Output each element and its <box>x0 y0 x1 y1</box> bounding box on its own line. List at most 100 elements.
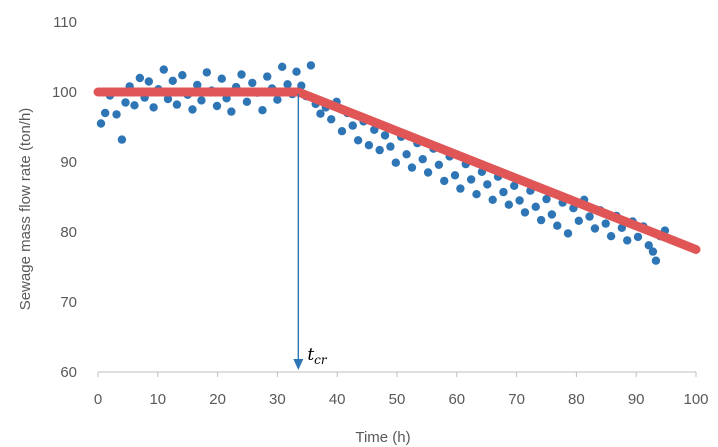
data-point <box>197 96 206 105</box>
data-point <box>563 229 573 238</box>
data-point <box>472 190 481 199</box>
data-point <box>440 176 449 186</box>
labels-layer: 0 10 20 30 40 50 60 70 80 90 100 60 70 80 90 100 110 Time… <box>17 14 709 446</box>
x-tick-label: 30 <box>269 391 286 408</box>
data-point <box>144 77 154 86</box>
data-point <box>407 163 417 172</box>
data-point <box>316 109 325 118</box>
data-point <box>418 155 427 164</box>
data-point <box>100 108 110 118</box>
data-point <box>488 195 497 204</box>
data-point <box>96 119 106 128</box>
data-point <box>364 141 374 150</box>
tcr-label-subscript: cr <box>314 353 328 367</box>
data-point <box>499 187 508 197</box>
fit-line-layer <box>93 87 701 254</box>
data-point <box>188 105 197 114</box>
data-point <box>172 100 182 109</box>
tcr-label-main: t <box>307 345 314 365</box>
data-point <box>542 194 551 204</box>
x-tick-label: 0 <box>94 391 102 408</box>
tcr-label: tcr <box>307 345 328 367</box>
x-tick-label: 10 <box>149 391 166 408</box>
data-point <box>547 210 557 219</box>
data-point <box>112 110 121 119</box>
data-point <box>135 73 145 83</box>
data-point <box>456 184 465 193</box>
data-point <box>117 135 127 144</box>
x-tick-label: 70 <box>508 391 525 408</box>
data-point <box>531 202 540 211</box>
y-tick-label: 70 <box>60 294 77 311</box>
data-point <box>375 145 384 155</box>
x-tick-label: 40 <box>329 391 346 408</box>
data-point <box>450 171 460 180</box>
critical-time-marker: tcr <box>293 94 328 370</box>
data-point <box>202 68 212 77</box>
data-point <box>633 232 643 242</box>
data-point <box>242 97 252 107</box>
data-point <box>263 72 272 81</box>
y-tick-label: 60 <box>60 364 77 381</box>
data-point <box>283 80 292 89</box>
axes-layer <box>97 371 697 377</box>
x-tick-label: 20 <box>209 391 226 408</box>
data-point <box>644 241 653 250</box>
y-tick-label: 110 <box>53 14 77 31</box>
data-point <box>590 224 600 233</box>
x-tick-label: 50 <box>389 391 406 408</box>
data-point <box>193 80 202 90</box>
fit-line <box>93 87 701 254</box>
data-point <box>273 95 282 104</box>
data-point <box>248 78 257 88</box>
y-tick-label: 90 <box>60 154 77 171</box>
data-point <box>217 74 226 83</box>
data-point <box>292 67 301 76</box>
data-point <box>536 215 546 225</box>
data-point <box>515 196 524 205</box>
data-point <box>168 76 177 86</box>
data-point <box>466 175 476 184</box>
x-tick-label: 90 <box>628 391 645 408</box>
data-point <box>391 158 401 167</box>
data-point <box>163 94 173 104</box>
data-point <box>306 61 316 70</box>
data-point <box>504 200 514 209</box>
data-point <box>237 70 246 79</box>
y-tick-label: 80 <box>60 224 77 241</box>
data-point <box>585 212 594 221</box>
data-point <box>337 127 347 136</box>
data-point <box>121 98 130 107</box>
data-point <box>178 71 187 80</box>
data-point <box>423 168 433 177</box>
data-point <box>277 62 287 71</box>
data-point <box>258 106 267 115</box>
data-point <box>130 101 139 110</box>
data-point <box>327 115 336 124</box>
x-tick-label: 60 <box>448 391 465 408</box>
x-tick-label: 80 <box>568 391 585 408</box>
data-point <box>380 131 390 140</box>
tcr-arrowhead <box>293 359 304 370</box>
data-point <box>606 232 616 241</box>
data-point <box>159 65 168 74</box>
data-point <box>149 103 158 112</box>
y-tick-label: 100 <box>52 84 77 101</box>
x-axis-title: Time (h) <box>355 429 410 446</box>
y-axis-title: Sewage mass flow rate (ton/h) <box>17 108 34 311</box>
data-point <box>353 136 363 145</box>
data-point <box>574 216 583 225</box>
data-point <box>212 101 222 111</box>
data-point <box>651 256 661 265</box>
data-point <box>623 236 632 245</box>
data-point <box>510 181 519 190</box>
data-point <box>520 208 530 217</box>
data-point <box>648 247 658 256</box>
x-tick-label: 100 <box>683 391 708 408</box>
data-point <box>601 219 610 228</box>
data-point <box>348 121 357 130</box>
data-point <box>402 150 411 159</box>
data-point <box>434 160 444 169</box>
